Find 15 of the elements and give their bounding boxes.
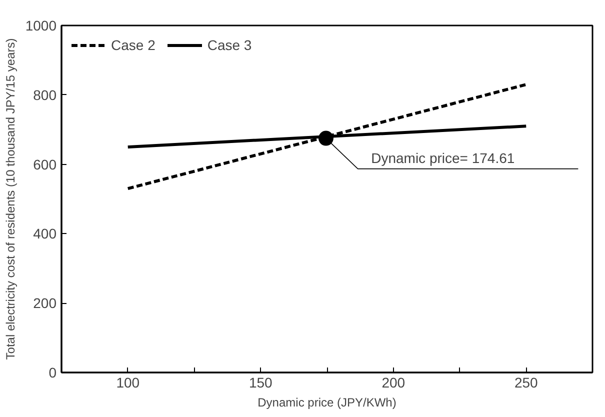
x-tick-label: 200 bbox=[382, 374, 406, 390]
y-tick-label: 800 bbox=[33, 86, 57, 103]
y-tick-label: 600 bbox=[33, 156, 57, 172]
y-tick-label: 200 bbox=[33, 295, 57, 312]
legend-label: Case 2 bbox=[111, 37, 156, 53]
x-axis-title: Dynamic price (JPY/KWh) bbox=[258, 396, 396, 410]
y-tick-label: 0 bbox=[48, 364, 57, 380]
y-tick-label: 1000 bbox=[25, 18, 57, 34]
y-tick-label: 400 bbox=[33, 226, 57, 242]
x-tick-label: 150 bbox=[248, 374, 273, 390]
x-tick-label: 100 bbox=[116, 374, 140, 390]
annotation: Dynamic price= 174.61 bbox=[371, 150, 515, 166]
legend-label: Case 3 bbox=[207, 37, 252, 53]
y-axis-title: Total electricity cost of residents (10 thousand JPY/15 years) bbox=[3, 38, 18, 360]
x-tick-label: 250 bbox=[514, 374, 538, 390]
